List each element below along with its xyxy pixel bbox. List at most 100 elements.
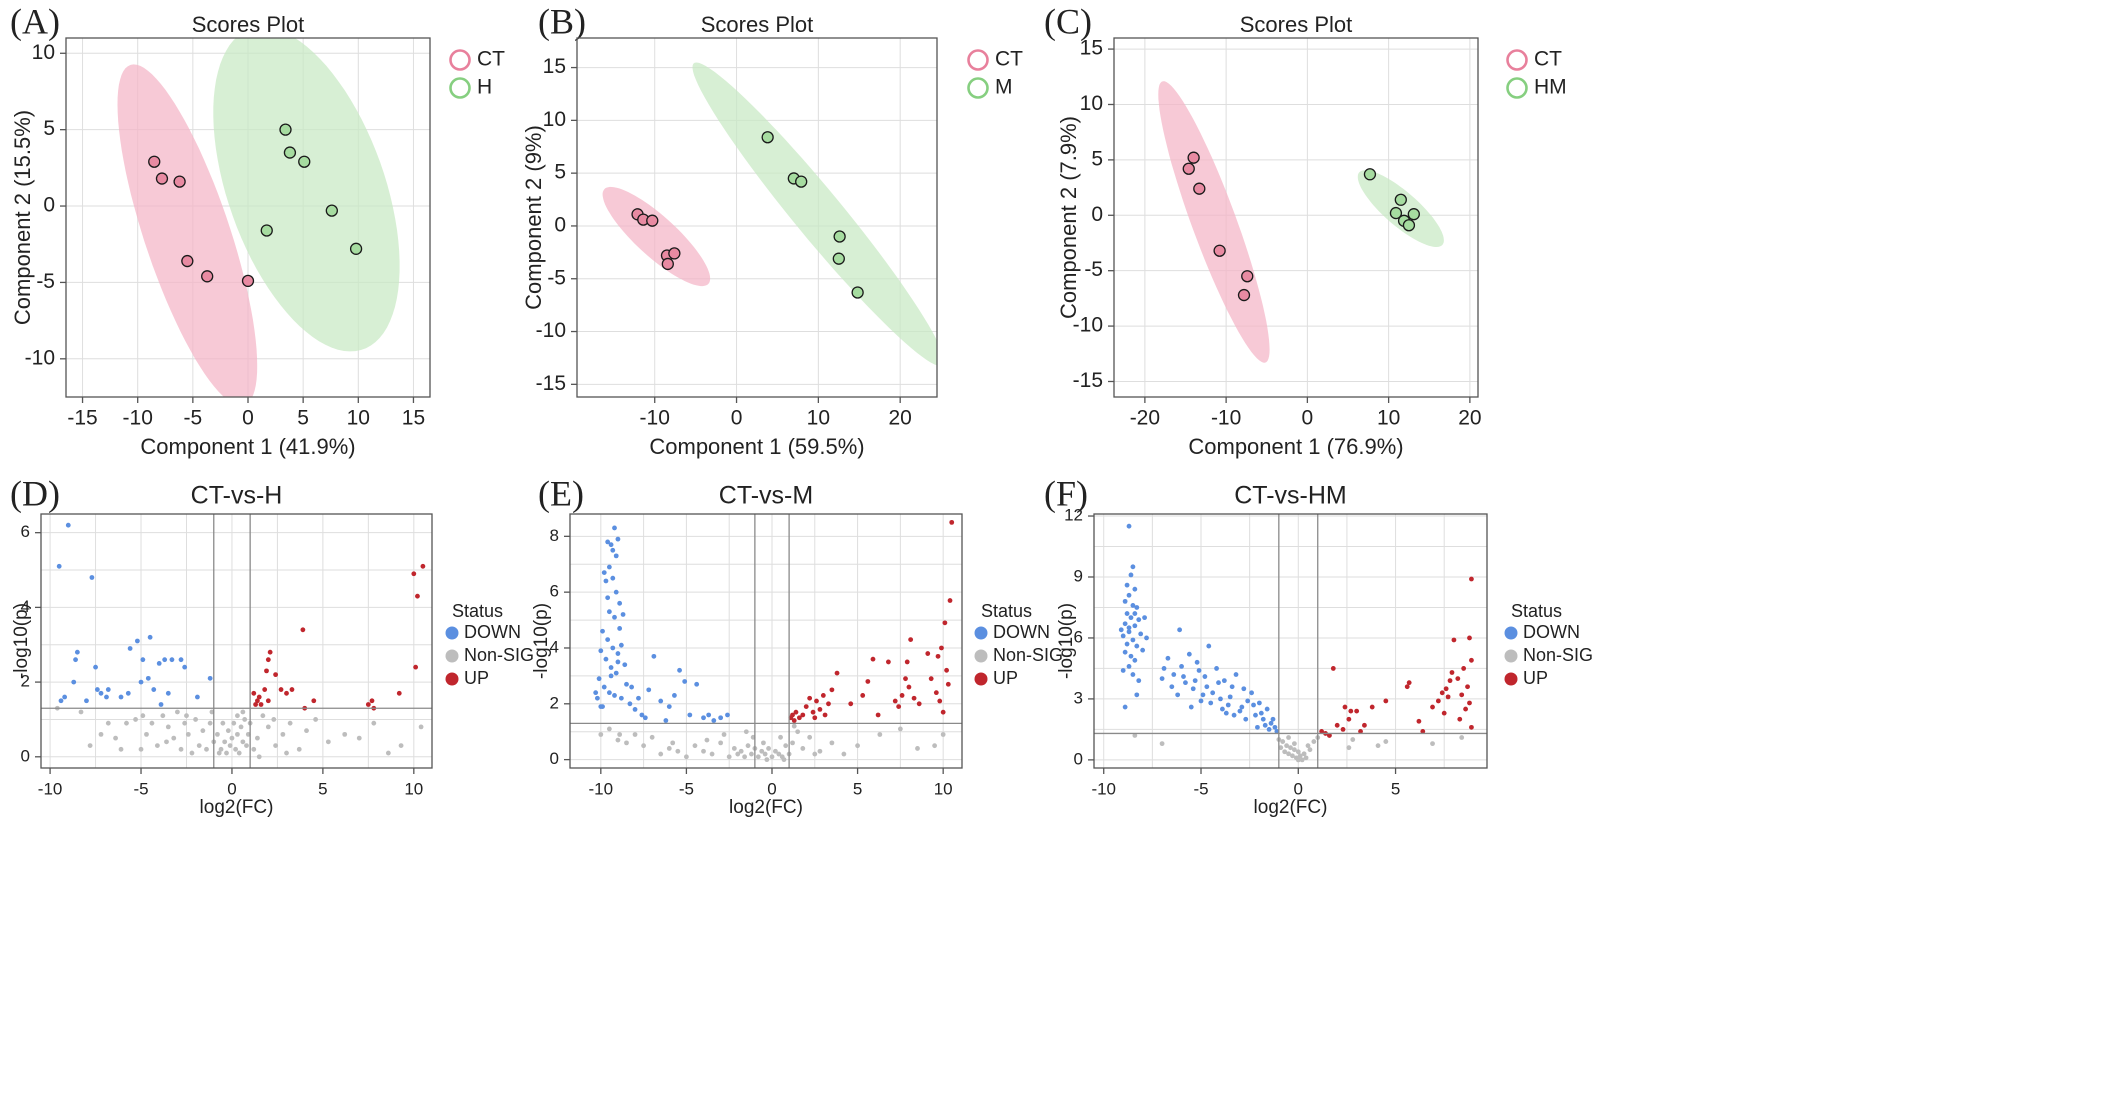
data-point-non-sig (915, 746, 920, 751)
data-point-ct (201, 270, 214, 283)
x-tick-label: 5 (297, 407, 309, 430)
y-tick-label: 3 (1074, 688, 1083, 707)
data-point-down (603, 656, 609, 662)
x-tick-label: -10 (640, 407, 670, 430)
y-tick-label: 6 (21, 522, 30, 541)
data-point-down (127, 646, 133, 651)
data-point-non-sig (178, 746, 184, 752)
data-point-down (1169, 684, 1175, 690)
y-tick-label: 0 (1091, 203, 1103, 226)
data-point-up (949, 519, 955, 525)
legend-title: Status (1511, 601, 1562, 621)
data-point-down (1253, 712, 1258, 718)
data-point-up (1447, 678, 1453, 684)
data-point-down (1126, 592, 1132, 598)
y-tick-label: 10 (1080, 92, 1103, 115)
data-point-hm (1363, 168, 1377, 181)
data-point-down (610, 645, 616, 651)
data-point-non-sig (791, 723, 797, 729)
data-point-up (822, 712, 828, 718)
data-point-non-sig (284, 750, 289, 756)
chart-panel-3: (C) Scores Plot -20 -10 0 10 20 15 10 5 0 -5 -10 -15 C… (1044, 1, 1567, 459)
data-point-non-sig (242, 717, 248, 722)
data-point-up (289, 687, 295, 692)
data-point-up (916, 701, 922, 707)
data-point-down (1130, 564, 1136, 570)
data-point-hm (1389, 206, 1403, 220)
data-point-non-sig (222, 739, 228, 745)
y-tick-label: 6 (1074, 627, 1083, 646)
data-point-down (1124, 611, 1130, 616)
x-tick-label: -10 (123, 407, 153, 430)
x-tick-label: 5 (853, 779, 862, 798)
x-tick-label: 0 (1294, 779, 1303, 798)
data-point-down (1194, 659, 1200, 665)
data-point-down (1122, 704, 1128, 710)
data-point-non-sig (218, 746, 224, 752)
x-tick-label: 10 (347, 407, 370, 430)
data-point-down (1192, 678, 1198, 684)
data-point-down (606, 564, 612, 570)
data-point-non-sig (1305, 743, 1311, 749)
panel-letter: (E) (538, 473, 584, 513)
data-point-up (1334, 722, 1340, 728)
x-tick-label: 10 (404, 779, 423, 798)
data-point-down (663, 718, 669, 723)
data-point-non-sig (877, 732, 883, 737)
y-tick-label: -5 (36, 270, 55, 293)
data-point-up (278, 687, 284, 692)
data-point-down (1223, 710, 1229, 716)
data-point-up (1420, 729, 1426, 734)
data-point-down (156, 661, 162, 666)
data-point-up (415, 593, 420, 599)
legend-marker-ct (449, 49, 471, 71)
data-point-down (1124, 641, 1130, 647)
data-point-non-sig (606, 726, 612, 732)
data-point-down (1171, 672, 1177, 677)
data-point-up (796, 715, 802, 721)
data-point-down (151, 687, 157, 692)
data-point-down (1134, 692, 1140, 698)
data-point-non-sig (1295, 749, 1301, 755)
panel-letter: (C) (1044, 1, 1092, 41)
data-point-down (601, 570, 607, 576)
legend-marker-non-sig (974, 649, 988, 663)
plot-area (602, 62, 937, 366)
data-point-non-sig (1311, 739, 1317, 744)
data-point-down (598, 704, 604, 709)
y-tick-label: 4 (550, 637, 559, 656)
chart-panel-2: (B) Scores Plot -10 0 10 20 15 10 5 0 -5 -10 -15 Comp… (521, 1, 1023, 459)
data-point-non-sig (140, 713, 146, 719)
data-point-up (255, 698, 260, 704)
data-point-non-sig (133, 717, 138, 722)
data-point-non-sig (783, 743, 789, 749)
data-point-down (615, 659, 621, 665)
data-point-up (935, 653, 941, 659)
confidence-ellipse-ct (1158, 81, 1270, 363)
data-point-ct (1237, 288, 1251, 302)
data-point-up (413, 664, 419, 670)
data-point-down (1128, 572, 1134, 578)
data-point-down (1243, 716, 1249, 722)
legend-label: UP (464, 668, 489, 688)
x-axis-label: Component 1 (41.9%) (140, 434, 355, 459)
data-point-non-sig (1295, 757, 1301, 763)
data-point-non-sig (742, 754, 748, 760)
data-point-down (613, 670, 619, 676)
data-point-up (1441, 710, 1447, 716)
data-point-non-sig (233, 746, 238, 752)
data-point-down (89, 575, 95, 580)
data-point-up (1461, 666, 1467, 671)
data-point-up (1319, 729, 1325, 734)
data-point-up (1445, 694, 1451, 700)
data-point-down (1210, 690, 1216, 696)
confidence-ellipse-hm (1357, 170, 1444, 247)
data-point-down (606, 690, 612, 696)
data-point-up (267, 649, 273, 655)
x-tick-label: -20 (1130, 407, 1160, 430)
data-point-up (904, 659, 910, 665)
data-point-up (311, 698, 317, 704)
data-point-non-sig (755, 754, 761, 760)
data-point-h (260, 224, 273, 237)
